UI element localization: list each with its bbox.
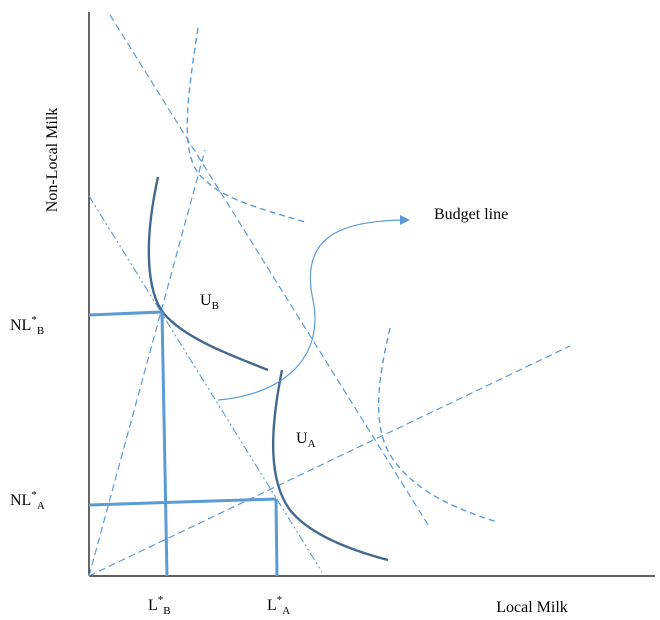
equilibrium-a-horizontal bbox=[88, 497, 277, 507]
nl-b-label: NL*B bbox=[10, 314, 44, 337]
inner-budget-line bbox=[88, 195, 323, 573]
outer-budget-line bbox=[109, 14, 431, 529]
budget-line-label: Budget line bbox=[434, 206, 508, 223]
l-a-label: L*A bbox=[267, 594, 290, 617]
ua-label: UA bbox=[296, 430, 316, 450]
flat-ray bbox=[88, 345, 571, 577]
indifference-curve-ub bbox=[147, 176, 269, 372]
ub-label: UB bbox=[200, 292, 219, 312]
lower-dashed-indifference-curve bbox=[377, 327, 498, 523]
upper-dashed-indifference-curve bbox=[186, 27, 306, 223]
equilibrium-b-horizontal bbox=[88, 310, 163, 317]
budget-line-annotation-arrow bbox=[217, 215, 410, 401]
l-b-label: L*B bbox=[148, 594, 171, 617]
y-axis-label: Non-Local Milk bbox=[44, 108, 61, 212]
steep-ray bbox=[88, 149, 206, 577]
equilibrium-a-vertical bbox=[274, 498, 279, 577]
indifference-curve-ua bbox=[271, 369, 389, 562]
nl-a-label: NL*A bbox=[10, 489, 45, 512]
x-axis-label: Local Milk bbox=[496, 599, 568, 616]
equilibrium-b-vertical bbox=[160, 311, 169, 577]
